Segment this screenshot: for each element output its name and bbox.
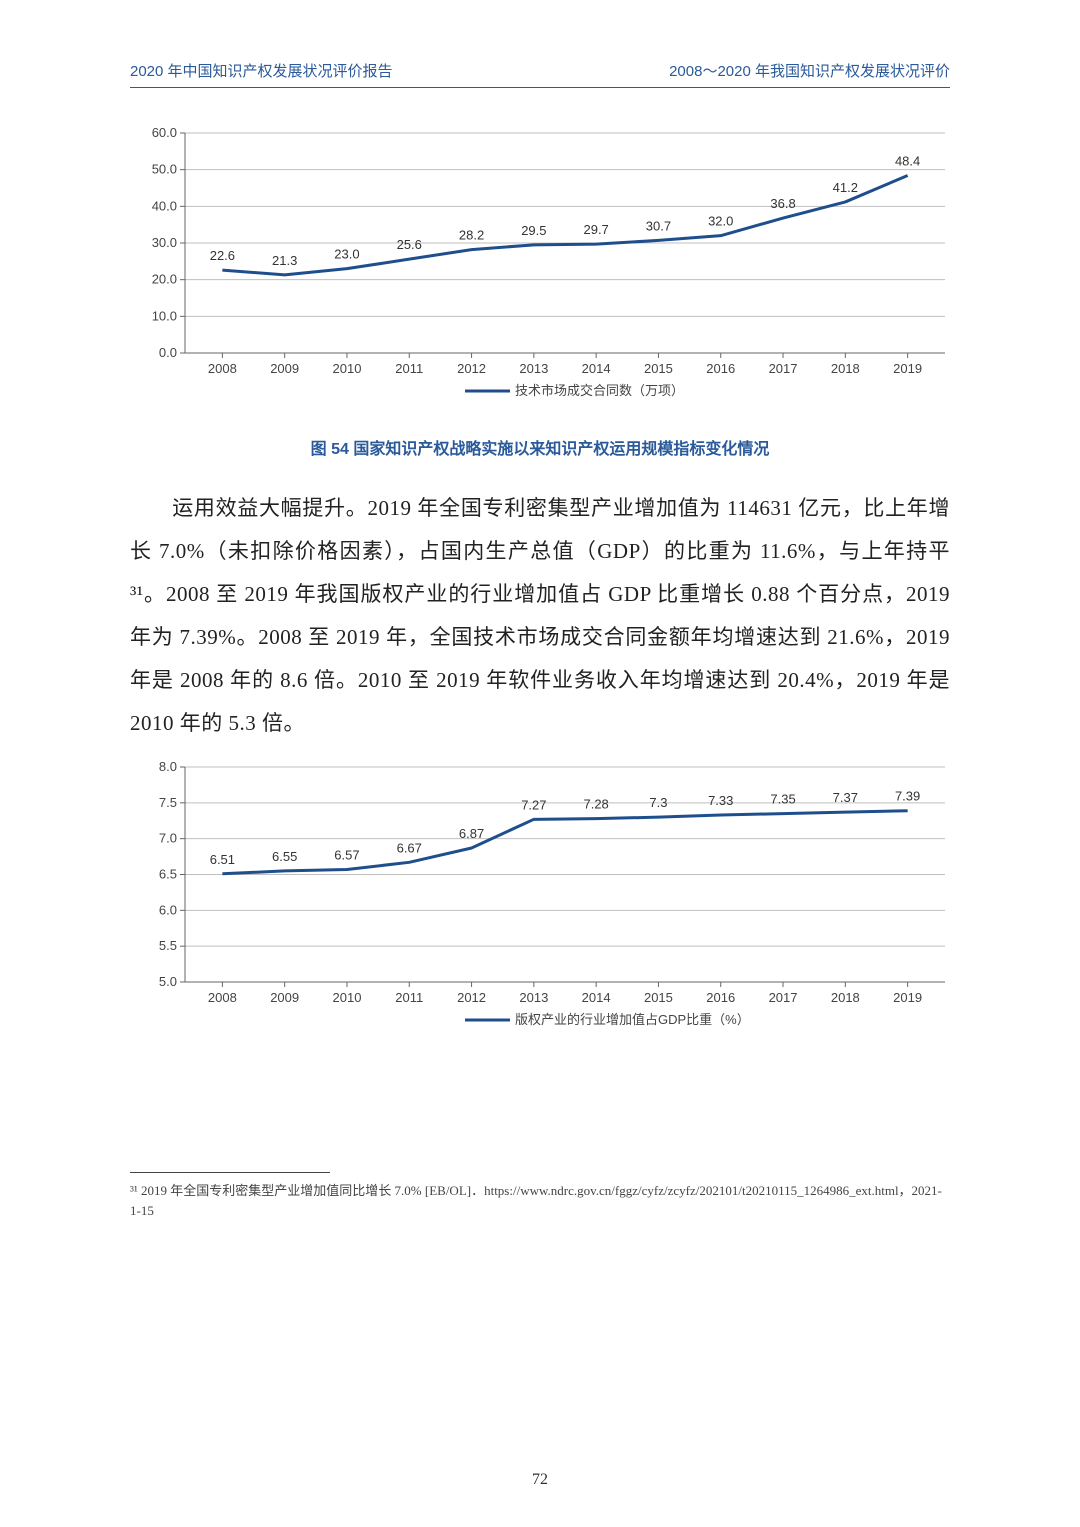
document-page: 2020 年中国知识产权发展状况评价报告 2008～2020 年我国知识产权发展… — [0, 0, 1080, 1527]
svg-text:22.6: 22.6 — [210, 248, 235, 263]
footnote-separator — [130, 1172, 330, 1173]
svg-text:6.51: 6.51 — [210, 852, 235, 867]
svg-text:60.0: 60.0 — [152, 125, 177, 140]
svg-text:2010: 2010 — [333, 361, 362, 376]
svg-text:2016: 2016 — [706, 990, 735, 1005]
svg-text:6.57: 6.57 — [334, 848, 359, 863]
svg-text:36.8: 36.8 — [770, 196, 795, 211]
svg-text:2014: 2014 — [582, 990, 611, 1005]
svg-text:2011: 2011 — [395, 361, 423, 376]
svg-text:30.0: 30.0 — [152, 235, 177, 250]
svg-text:2017: 2017 — [769, 990, 798, 1005]
svg-text:2015: 2015 — [644, 361, 673, 376]
svg-text:技术市场成交合同数（万项）: 技术市场成交合同数（万项） — [515, 383, 684, 398]
chart-1: 0.0 10.0 20.0 30.0 40.0 50.0 60.0 2008 2009 2010 2… — [130, 123, 965, 408]
svg-text:7.33: 7.33 — [708, 793, 733, 808]
svg-text:2008: 2008 — [208, 990, 237, 1005]
svg-text:0.0: 0.0 — [159, 345, 177, 360]
footnote-31: ³¹ 2019 年全国专利密集型产业增加值同比增长 7.0% [EB/OL]．h… — [130, 1181, 950, 1220]
chart-1-container: 0.0 10.0 20.0 30.0 40.0 50.0 60.0 2008 2009 2010 2… — [130, 123, 950, 413]
chart-2-container: 5.0 5.5 6.0 6.5 7.0 7.5 8.0 2008 2009 2010 2011 201… — [130, 757, 950, 1032]
svg-text:版权产业的行业增加值占GDP比重（%）: 版权产业的行业增加值占GDP比重（%） — [515, 1012, 750, 1027]
svg-text:41.2: 41.2 — [833, 180, 858, 195]
svg-text:21.3: 21.3 — [272, 253, 297, 268]
paragraph-text: 运用效益大幅提升。2019 年全国专利密集型产业增加值为 114631 亿元，比… — [130, 496, 950, 735]
svg-text:23.0: 23.0 — [334, 247, 359, 262]
svg-text:29.5: 29.5 — [521, 223, 546, 238]
svg-text:2018: 2018 — [831, 990, 860, 1005]
svg-text:40.0: 40.0 — [152, 198, 177, 213]
svg-text:2018: 2018 — [831, 361, 860, 376]
svg-text:5.5: 5.5 — [159, 938, 177, 953]
svg-text:2009: 2009 — [270, 361, 299, 376]
svg-text:2011: 2011 — [395, 990, 423, 1005]
svg-text:6.55: 6.55 — [272, 849, 297, 864]
svg-text:7.28: 7.28 — [583, 797, 608, 812]
svg-text:50.0: 50.0 — [152, 162, 177, 177]
svg-text:8.0: 8.0 — [159, 759, 177, 774]
svg-text:7.39: 7.39 — [895, 789, 920, 804]
svg-text:2017: 2017 — [769, 361, 798, 376]
svg-text:2012: 2012 — [457, 990, 486, 1005]
svg-text:7.37: 7.37 — [833, 790, 858, 805]
svg-text:6.5: 6.5 — [159, 867, 177, 882]
svg-text:2019: 2019 — [893, 361, 922, 376]
svg-text:7.27: 7.27 — [521, 798, 546, 813]
svg-text:5.0: 5.0 — [159, 974, 177, 989]
svg-text:2013: 2013 — [519, 990, 548, 1005]
svg-text:6.87: 6.87 — [459, 826, 484, 841]
page-header: 2020 年中国知识产权发展状况评价报告 2008～2020 年我国知识产权发展… — [130, 60, 950, 88]
svg-text:6.67: 6.67 — [397, 841, 422, 856]
svg-text:48.4: 48.4 — [895, 154, 920, 169]
svg-text:25.6: 25.6 — [397, 237, 422, 252]
svg-text:2012: 2012 — [457, 361, 486, 376]
svg-text:32.0: 32.0 — [708, 214, 733, 229]
svg-text:6.0: 6.0 — [159, 903, 177, 918]
body-paragraph: 运用效益大幅提升。2019 年全国专利密集型产业增加值为 114631 亿元，比… — [130, 487, 950, 745]
figure-54-caption: 图 54 国家知识产权战略实施以来知识产权运用规模指标变化情况 — [130, 435, 950, 459]
svg-text:2008: 2008 — [208, 361, 237, 376]
svg-text:7.0: 7.0 — [159, 831, 177, 846]
svg-text:2015: 2015 — [644, 990, 673, 1005]
page-number: 72 — [0, 1471, 1080, 1489]
svg-text:28.2: 28.2 — [459, 228, 484, 243]
svg-text:7.35: 7.35 — [770, 792, 795, 807]
svg-text:2019: 2019 — [893, 990, 922, 1005]
chart-2: 5.0 5.5 6.0 6.5 7.0 7.5 8.0 2008 2009 2010 2011 201… — [130, 757, 965, 1027]
svg-text:2009: 2009 — [270, 990, 299, 1005]
svg-text:2016: 2016 — [706, 361, 735, 376]
svg-text:30.7: 30.7 — [646, 218, 671, 233]
svg-text:20.0: 20.0 — [152, 272, 177, 287]
header-left: 2020 年中国知识产权发展状况评价报告 — [130, 60, 393, 81]
svg-text:7.3: 7.3 — [649, 795, 667, 810]
svg-text:10.0: 10.0 — [152, 308, 177, 323]
svg-text:2014: 2014 — [582, 361, 611, 376]
svg-text:29.7: 29.7 — [583, 222, 608, 237]
svg-text:7.5: 7.5 — [159, 795, 177, 810]
svg-text:2010: 2010 — [333, 990, 362, 1005]
header-right: 2008～2020 年我国知识产权发展状况评价 — [669, 60, 950, 81]
svg-text:2013: 2013 — [519, 361, 548, 376]
